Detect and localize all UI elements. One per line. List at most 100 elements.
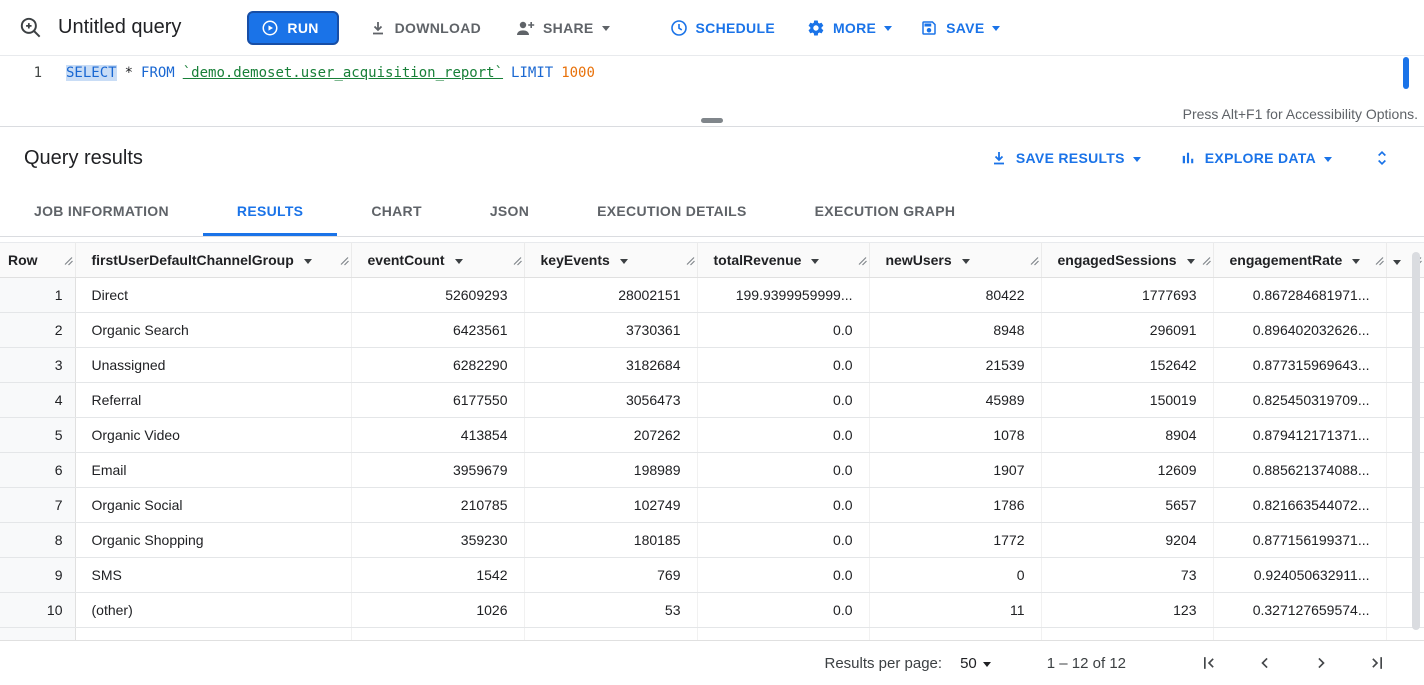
table-row: 1 Direct 52609293 28002151 199.939995999… <box>0 277 1424 313</box>
cell: Unassigned <box>75 347 352 383</box>
column-menu-caret[interactable] <box>303 258 312 264</box>
cell: 0.0 <box>697 312 870 348</box>
tab-execution-graph[interactable]: EXECUTION GRAPH <box>814 203 956 219</box>
cell: 1772 <box>869 522 1042 558</box>
cell: 769 <box>524 557 698 593</box>
previous-page-button[interactable] <box>1252 650 1278 676</box>
cell: 359230 <box>351 522 525 558</box>
chevron-down-icon <box>601 26 610 31</box>
cell: 152642 <box>1041 347 1214 383</box>
bar-chart-icon <box>1179 149 1197 167</box>
cell: 6177550 <box>351 382 525 418</box>
column-header-total-revenue: totalRevenue <box>697 242 870 278</box>
cell: 296091 <box>1041 312 1214 348</box>
column-resize-handle[interactable] <box>1030 255 1039 266</box>
cell: 0.0 <box>697 347 870 383</box>
table-row: 9 SMS 1542 769 0.0 0 73 0.924050632911..… <box>0 557 1424 593</box>
cell: 0.327127659574... <box>1213 592 1387 628</box>
column-header-key-events: keyEvents <box>524 242 698 278</box>
column-resize-handle[interactable] <box>513 255 522 266</box>
cell: (other) <box>75 592 352 628</box>
more-button[interactable]: MORE <box>799 13 900 43</box>
cell: 1542 <box>351 557 525 593</box>
cell: Referral <box>75 382 352 418</box>
cell: 28002151 <box>524 277 698 313</box>
cell: 21539 <box>869 347 1042 383</box>
column-menu-caret[interactable] <box>961 258 970 264</box>
column-menu-caret[interactable] <box>454 258 463 264</box>
cell: 0.867284681971... <box>1213 277 1387 313</box>
save-results-button[interactable]: SAVE RESULTS <box>982 143 1149 173</box>
panel-resize-handle[interactable] <box>701 118 723 123</box>
results-tab-bar: JOB INFORMATION RESULTS CHART JSON EXECU… <box>0 189 1424 237</box>
chevron-left-icon <box>1255 653 1275 673</box>
cell: 0.896402032626... <box>1213 312 1387 348</box>
table-row: 10 (other) 1026 53 0.0 11 123 0.32712765… <box>0 592 1424 628</box>
cell: 73 <box>1041 557 1214 593</box>
column-menu-caret[interactable] <box>811 258 820 264</box>
cell: 45989 <box>869 382 1042 418</box>
chevron-down-icon <box>982 661 991 667</box>
chevron-down-icon <box>1324 156 1332 162</box>
sql-star: * <box>124 65 134 81</box>
results-header: Query results SAVE RESULTS EXPLORE DATA <box>0 127 1424 189</box>
column-menu-caret[interactable] <box>1186 258 1195 264</box>
cell: 0.877156199371... <box>1213 522 1387 558</box>
sql-keyword-from: FROM <box>141 65 175 81</box>
tab-json[interactable]: JSON <box>489 203 530 219</box>
tab-job-information[interactable]: JOB INFORMATION <box>34 203 169 219</box>
column-resize-handle[interactable] <box>686 255 695 266</box>
page-size-select[interactable]: 50 <box>960 655 991 672</box>
query-toolbar: Untitled query RUN DOWNLOAD SHARE SCHEDU… <box>0 0 1424 56</box>
chevron-down-icon <box>884 26 893 31</box>
cell: 3056473 <box>524 382 698 418</box>
column-menu-caret[interactable] <box>1352 258 1361 264</box>
column-resize-handle[interactable] <box>1375 255 1384 266</box>
cell: 3959679 <box>351 452 525 488</box>
sql-editor[interactable]: 1 SELECT * FROM `demo.demoset.user_acquisit… <box>0 56 1424 127</box>
run-button[interactable]: RUN <box>247 10 339 45</box>
column-resize-handle[interactable] <box>858 255 867 266</box>
next-page-button[interactable] <box>1308 650 1334 676</box>
sql-code-line[interactable]: SELECT * FROM `demo.demoset.user_acquisitio… <box>66 63 603 83</box>
download-button[interactable]: DOWNLOAD <box>361 13 489 43</box>
last-page-button[interactable] <box>1364 650 1390 676</box>
row-number: 4 <box>0 382 76 418</box>
expand-panel-button[interactable] <box>1368 144 1396 172</box>
column-header-engaged-sessions: engagedSessions <box>1041 242 1214 278</box>
results-table: Row firstUserDefaultChannelGroup eventCo… <box>0 242 1424 663</box>
cell: Organic Video <box>75 417 352 453</box>
cell: 413854 <box>351 417 525 453</box>
editor-scrollbar[interactable] <box>1403 57 1409 89</box>
table-row: 4 Referral 6177550 3056473 0.0 45989 150… <box>0 382 1424 418</box>
save-button[interactable]: SAVE <box>912 13 1008 43</box>
cell: 8948 <box>869 312 1042 348</box>
share-button[interactable]: SHARE <box>507 13 618 43</box>
column-menu-caret[interactable] <box>619 258 628 264</box>
column-resize-handle[interactable] <box>64 255 73 266</box>
sql-keyword-limit: LIMIT <box>511 65 554 81</box>
query-title: Untitled query <box>58 16 182 38</box>
cell: 1026 <box>351 592 525 628</box>
explore-data-button[interactable]: EXPLORE DATA <box>1171 143 1340 173</box>
first-page-button[interactable] <box>1196 650 1222 676</box>
schedule-button[interactable]: SCHEDULE <box>662 13 783 43</box>
table-vertical-scrollbar[interactable] <box>1412 252 1420 630</box>
tab-chart[interactable]: CHART <box>371 203 422 219</box>
cell: 150019 <box>1041 382 1214 418</box>
column-resize-handle[interactable] <box>340 255 349 266</box>
cell: 0.825450319709... <box>1213 382 1387 418</box>
tab-results[interactable]: RESULTS <box>202 189 338 236</box>
column-menu-caret[interactable] <box>1392 260 1401 265</box>
accessibility-hint: Press Alt+F1 for Accessibility Options. <box>1182 106 1418 122</box>
person-add-icon <box>515 19 535 37</box>
column-resize-handle[interactable] <box>1202 255 1211 266</box>
cell: Direct <box>75 277 352 313</box>
tab-execution-details[interactable]: EXECUTION DETAILS <box>597 203 747 219</box>
cell: 12609 <box>1041 452 1214 488</box>
results-table-container: Row firstUserDefaultChannelGroup eventCo… <box>0 242 1424 663</box>
sql-table-reference-link[interactable]: `demo.demoset.user_acquisition_report` <box>182 65 504 81</box>
cell: Organic Shopping <box>75 522 352 558</box>
row-number: 7 <box>0 487 76 523</box>
column-header-event-count: eventCount <box>351 242 525 278</box>
